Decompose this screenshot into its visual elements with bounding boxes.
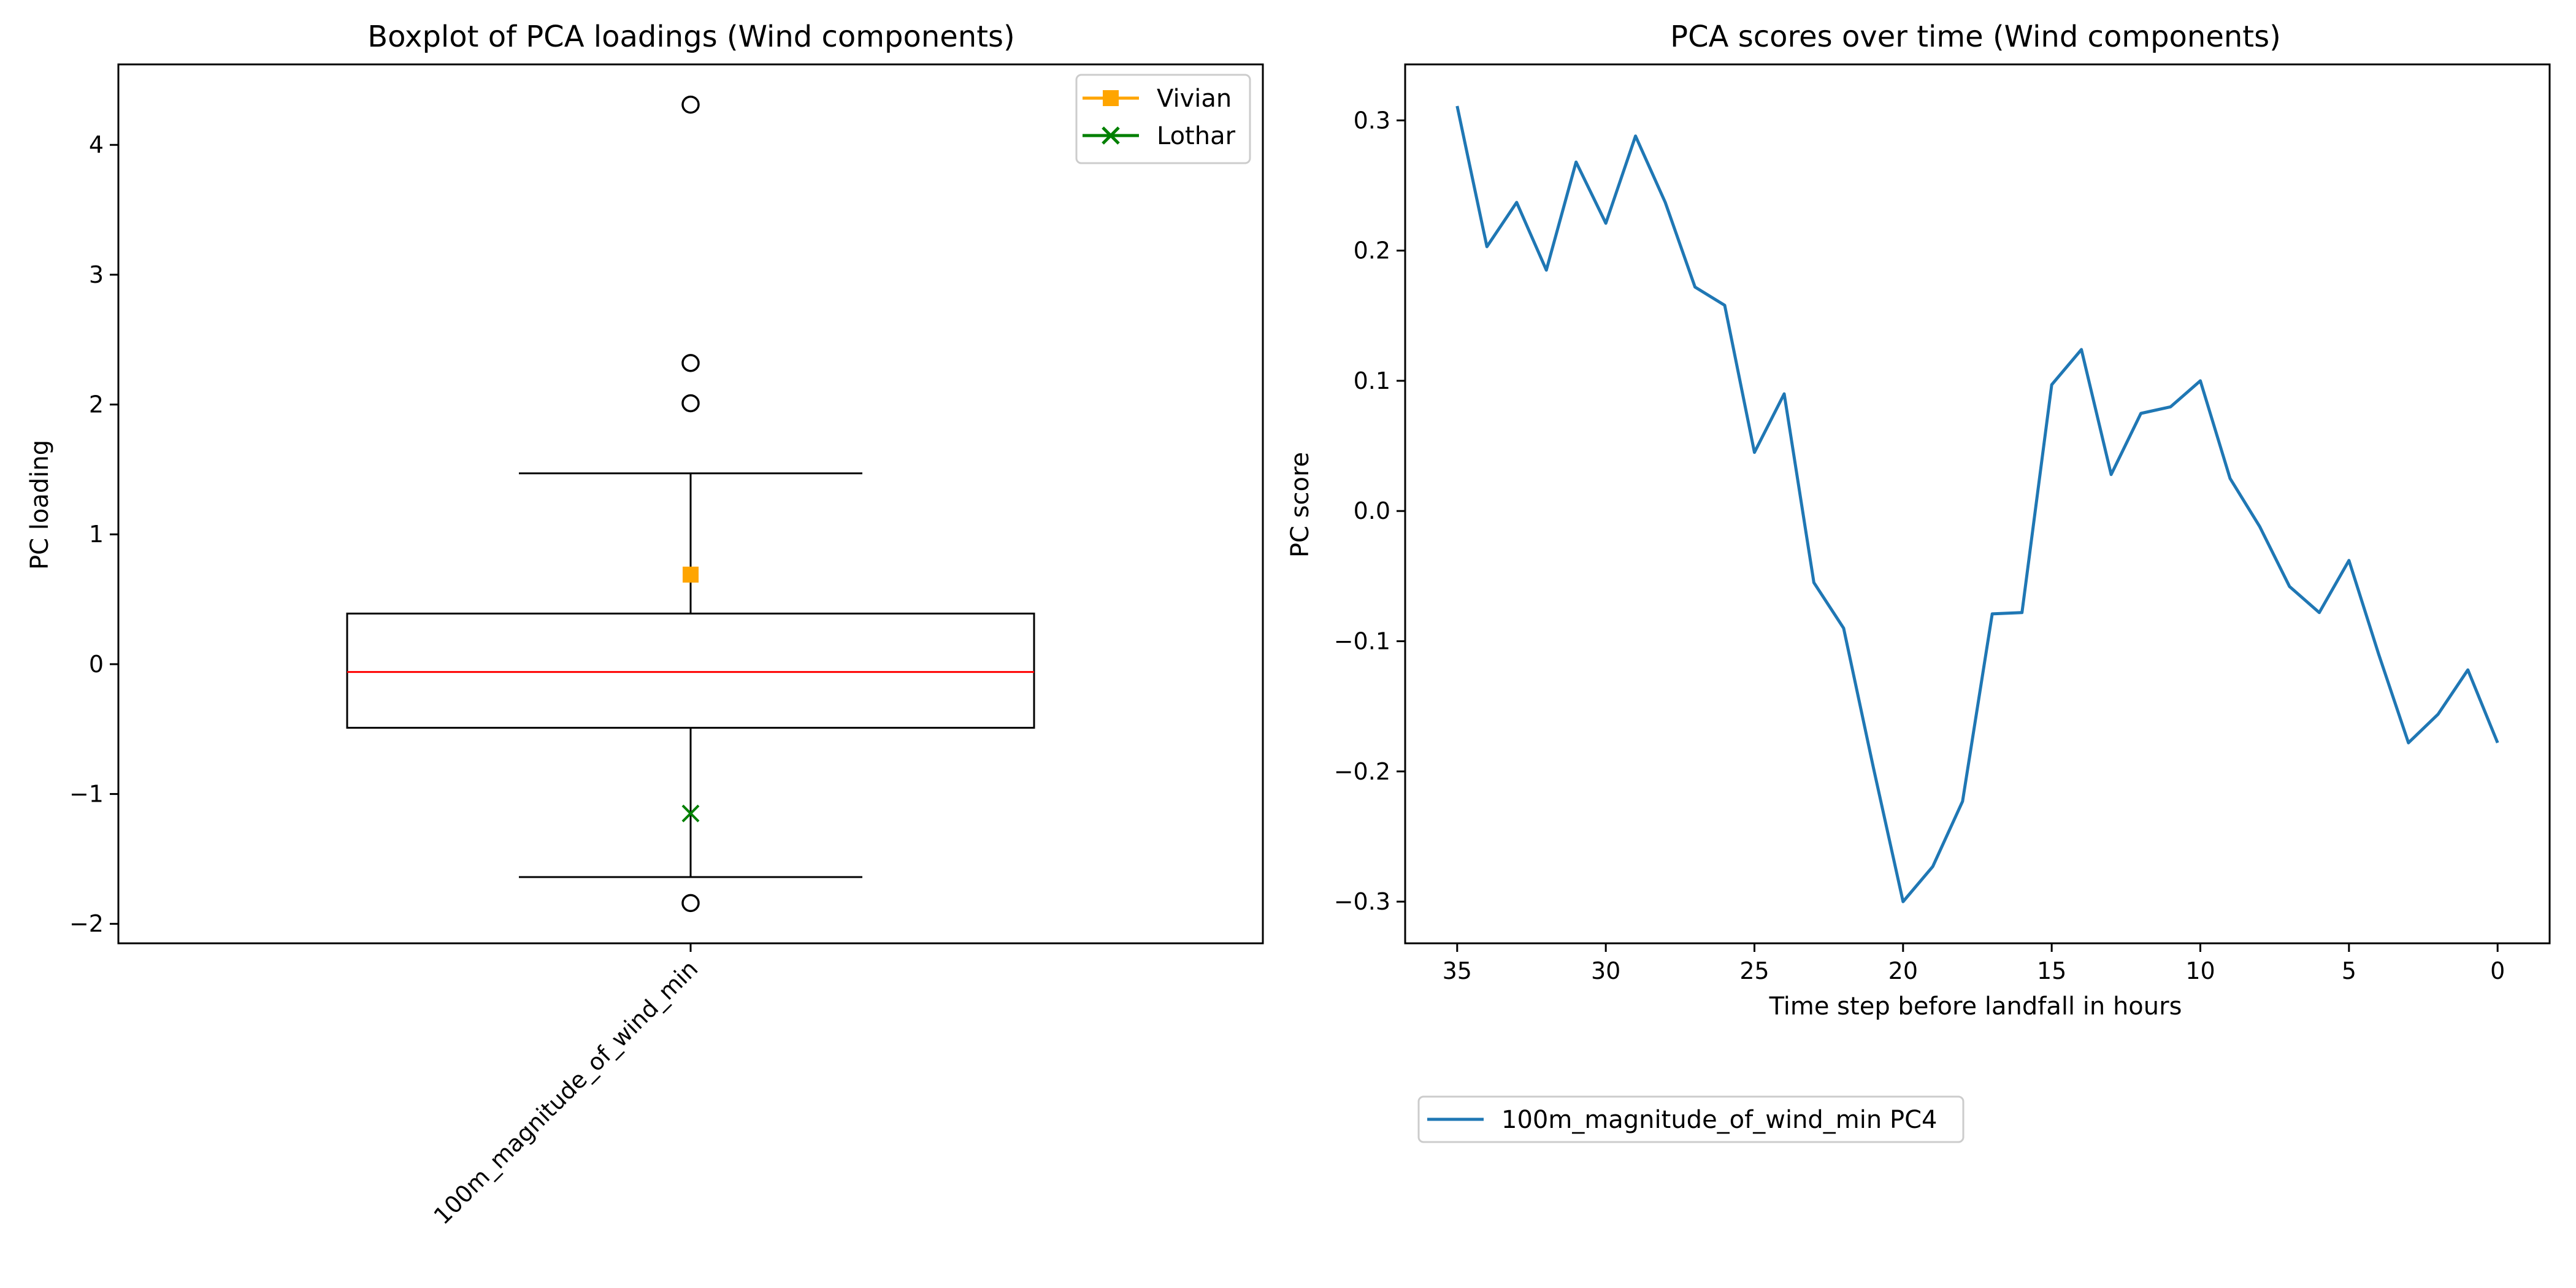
outlier-point	[681, 894, 700, 913]
x-tick-label: 5	[2342, 957, 2356, 984]
y-tick-label: 3	[89, 261, 104, 288]
y-tick-label: 0.0	[1354, 497, 1390, 524]
boxplot-title: Boxplot of PCA loadings (Wind components…	[367, 20, 1015, 54]
line-chart-y-axis-label: PC score	[1286, 452, 1314, 558]
line-chart-axes-frame	[1404, 63, 2551, 945]
legend-vivian-label: Vivian	[1157, 85, 1232, 113]
legend-entry-lothar: Lothar	[1083, 122, 1236, 150]
box-iqr	[346, 612, 1035, 729]
line-chart-title: PCA scores over time (Wind components)	[1670, 20, 2281, 54]
boxplot-body	[346, 95, 1035, 913]
outlier-point	[681, 95, 700, 114]
legend-lothar-marker	[1102, 126, 1120, 145]
y-tick-label: 0.3	[1354, 107, 1390, 134]
y-tick-label: −0.1	[1334, 627, 1390, 654]
x-tick-label: 25	[1739, 957, 1769, 984]
legend-lothar-label: Lothar	[1157, 122, 1236, 150]
y-tick-label: 0.2	[1354, 237, 1390, 264]
y-tick-label: 4	[89, 131, 104, 158]
x-tick-label: 15	[2037, 957, 2066, 984]
line-chart-series	[1455, 105, 2499, 903]
x-tick-label: 35	[1443, 957, 1472, 984]
x-tick-label: 30	[1591, 957, 1620, 984]
legend-series-label: 100m_magnitude_of_wind_min PC4	[1501, 1106, 1937, 1134]
y-tick-label: −0.3	[1334, 888, 1390, 915]
boxplot-legend: Vivian Lothar	[1075, 74, 1251, 164]
boxplot-y-ticks: −2 −1 0 1 2 3 4	[69, 131, 118, 937]
y-tick-label: −2	[69, 910, 104, 937]
outlier-point	[681, 394, 700, 413]
legend-vivian-marker	[1103, 90, 1119, 106]
y-tick-label: 2	[89, 391, 104, 418]
lothar-marker	[681, 804, 700, 822]
boxplot-y-axis-label: PC loading	[26, 440, 54, 570]
line-chart-legend: 100m_magnitude_of_wind_min PC4	[1417, 1095, 1965, 1143]
line-chart-x-axis-label: Time step before landfall in hours	[1769, 992, 2182, 1021]
boxplot-axes-frame	[117, 63, 1264, 945]
y-tick-label: 0.1	[1354, 367, 1390, 394]
series-line	[1455, 105, 2499, 903]
line-panel: PCA scores over time (Wind components) P…	[1286, 20, 2551, 1143]
legend-entry-vivian: Vivian	[1083, 85, 1232, 113]
x-tick-label: 10	[2185, 957, 2215, 984]
vivian-marker	[683, 566, 699, 583]
y-tick-label: −0.2	[1334, 758, 1390, 785]
line-chart-legend-frame	[1417, 1095, 1965, 1143]
line-chart-x-ticks: 35 30 25 20 15 10 5 0	[1443, 943, 2505, 984]
x-tick-label: 20	[1888, 957, 1918, 984]
y-tick-label: 1	[89, 521, 104, 548]
y-tick-label: 0	[89, 651, 104, 678]
y-tick-label: −1	[69, 781, 104, 808]
outlier-point	[681, 354, 700, 372]
line-chart-y-ticks: −0.3 −0.2 −0.1 0.0 0.1 0.2 0.3	[1334, 107, 1405, 915]
x-tick-label: 0	[2490, 957, 2505, 984]
